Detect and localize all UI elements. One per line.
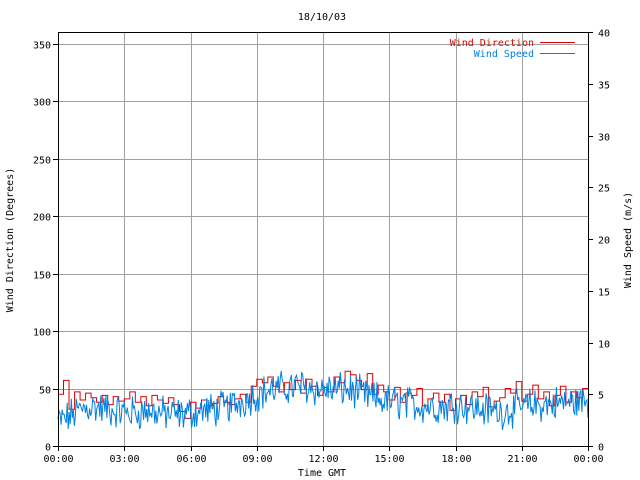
- right-tick-label: 5: [598, 391, 604, 402]
- x-tick-label: 21:00: [507, 454, 537, 465]
- left-tick-label: 350: [33, 41, 51, 52]
- series-wind-direction: [58, 370, 588, 419]
- right-tick-label: 30: [598, 133, 610, 144]
- series-line: [57, 370, 589, 431]
- right-axis-label: Wind Speed (m/s): [623, 192, 634, 288]
- right-axis: 0 5 10 15 20 25 30 35 40: [588, 29, 610, 454]
- x-tick-label: 18:00: [441, 454, 471, 465]
- x-tick-label: 09:00: [242, 454, 272, 465]
- right-tick-label: 20: [598, 236, 610, 247]
- left-tick-label: 50: [39, 386, 51, 397]
- x-tick-label: 00:00: [43, 454, 73, 465]
- left-tick-label: 300: [33, 98, 51, 109]
- left-tick-label: 0: [45, 443, 51, 454]
- left-tick-label: 150: [33, 271, 51, 282]
- left-tick-label: 200: [33, 213, 51, 224]
- x-tick-label: 12:00: [308, 454, 338, 465]
- right-tick-label: 40: [598, 29, 610, 40]
- legend-label: Wind Speed: [474, 49, 534, 60]
- left-tick-label: 100: [33, 328, 51, 339]
- right-tick-label: 10: [598, 340, 610, 351]
- right-tick-label: 35: [598, 81, 610, 92]
- x-tick-label: 03:00: [109, 454, 139, 465]
- series-layer: [57, 370, 589, 431]
- x-tick-label: 00:00: [573, 454, 603, 465]
- series-wind-speed: [57, 370, 589, 431]
- right-tick-label: 0: [598, 443, 604, 454]
- x-axis-label: Time GMT: [298, 468, 346, 479]
- left-tick-label: 250: [33, 156, 51, 167]
- series-line: [58, 370, 588, 419]
- plot-frame: [58, 32, 589, 447]
- grid-lines: [58, 32, 588, 446]
- x-tick-label: 06:00: [176, 454, 206, 465]
- left-axis: 0 50 100 150 200 250 300 350: [33, 41, 58, 454]
- right-tick-label: 15: [598, 288, 610, 299]
- chart-title: 18/10/03: [298, 12, 346, 23]
- legend-label: Wind Direction: [450, 38, 534, 49]
- x-tick-label: 15:00: [374, 454, 404, 465]
- right-tick-label: 25: [598, 184, 610, 195]
- left-axis-label: Wind Direction (Degrees): [5, 168, 16, 313]
- x-axis: 00:00 03:00 06:00 09:00 12:00 15:00 18:00 21:00…: [43, 446, 604, 465]
